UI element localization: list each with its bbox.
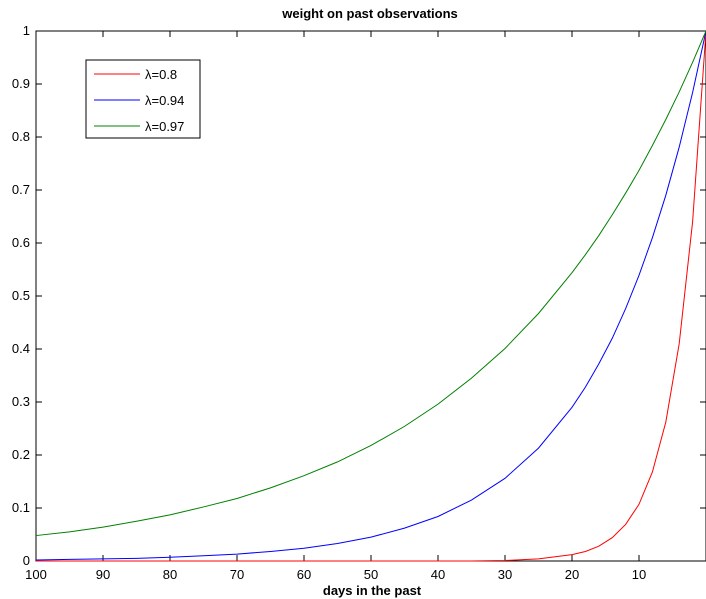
x-tick-label: 40: [431, 567, 445, 582]
y-axis: 0 0.1 0.2 0.3 0.4 0.5 0.6 0.7 0.8 0.9 1: [12, 23, 706, 568]
y-tick-label: 0.8: [12, 129, 30, 144]
legend-box: [85, 59, 201, 139]
series-line-2: [35, 30, 706, 537]
y-tick-label: 1: [23, 23, 30, 38]
x-tick-label: 100: [25, 567, 47, 582]
y-tick-label: 0.4: [12, 341, 30, 356]
x-tick-label: 80: [163, 567, 177, 582]
y-tick-label: 0.1: [12, 500, 30, 515]
y-tick-label: 0.2: [12, 447, 30, 462]
legend-label-2: λ=0.97: [145, 119, 184, 134]
y-tick-label: 0.3: [12, 394, 30, 409]
y-tick-label: 0: [23, 553, 30, 568]
y-tick-label: 0.5: [12, 288, 30, 303]
legend-label-0: λ=0.8: [145, 67, 177, 82]
legend: λ=0.8 λ=0.94 λ=0.97: [85, 59, 201, 139]
x-axis-label: days in the past: [323, 583, 422, 598]
x-tick-label: 10: [632, 567, 646, 582]
legend-label-1: λ=0.94: [145, 93, 184, 108]
series-line-1: [35, 30, 706, 561]
x-tick-label: 50: [364, 567, 378, 582]
chart-title: weight on past observations: [281, 6, 458, 21]
x-tick-label: 70: [230, 567, 244, 582]
x-tick-label: 90: [96, 567, 110, 582]
y-tick-label: 0.9: [12, 76, 30, 91]
x-axis: 100 90 80 70 60 50 40 30 20 10: [25, 31, 646, 582]
series-line-0: [36, 30, 706, 562]
x-tick-label: 60: [297, 567, 311, 582]
y-tick-label: 0.6: [12, 235, 30, 250]
x-tick-label: 30: [498, 567, 512, 582]
series-group: [35, 30, 706, 562]
x-tick-label: 20: [565, 567, 579, 582]
y-tick-label: 0.7: [12, 182, 30, 197]
